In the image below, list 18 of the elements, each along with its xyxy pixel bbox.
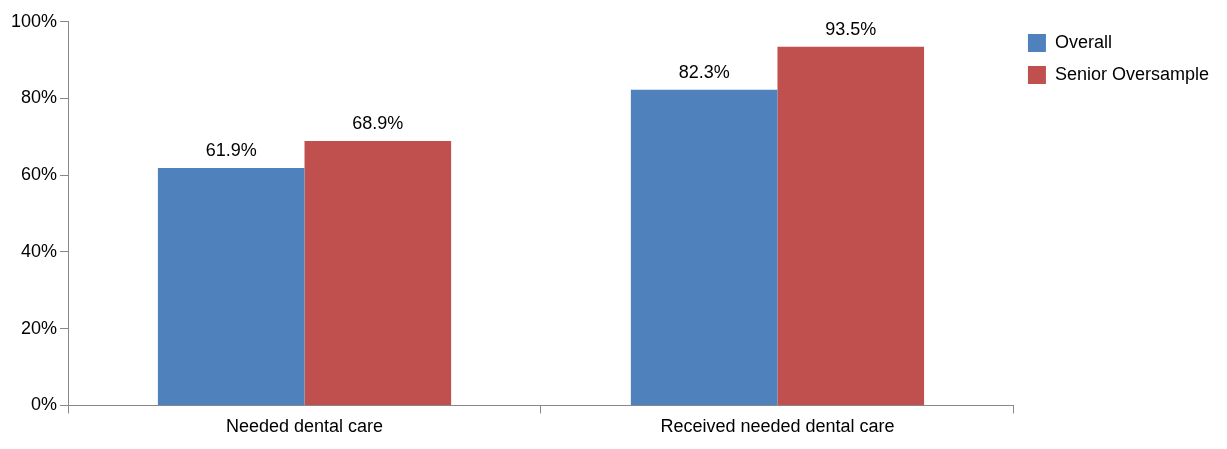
bar [630,89,778,405]
y-tick-label: 100% [10,10,58,31]
bar [157,167,305,405]
y-tick-label: 80% [21,87,58,108]
legend-label: Senior Oversample [1054,63,1210,84]
x-tick-label: Needed dental care [225,416,384,437]
bar [304,141,452,405]
y-tick-label: 20% [21,317,58,338]
bar [777,46,925,405]
x-tick-label: Received needed dental care [660,416,895,437]
y-tick-label: 40% [21,240,58,261]
data-label: 82.3% [678,61,730,82]
data-label: 61.9% [205,139,257,160]
data-label: 68.9% [352,113,404,134]
y-tick-label: 60% [21,164,58,185]
data-label: 93.5% [825,18,877,39]
legend-label: Overall [1054,31,1112,52]
y-tick-label: 0% [31,394,58,415]
